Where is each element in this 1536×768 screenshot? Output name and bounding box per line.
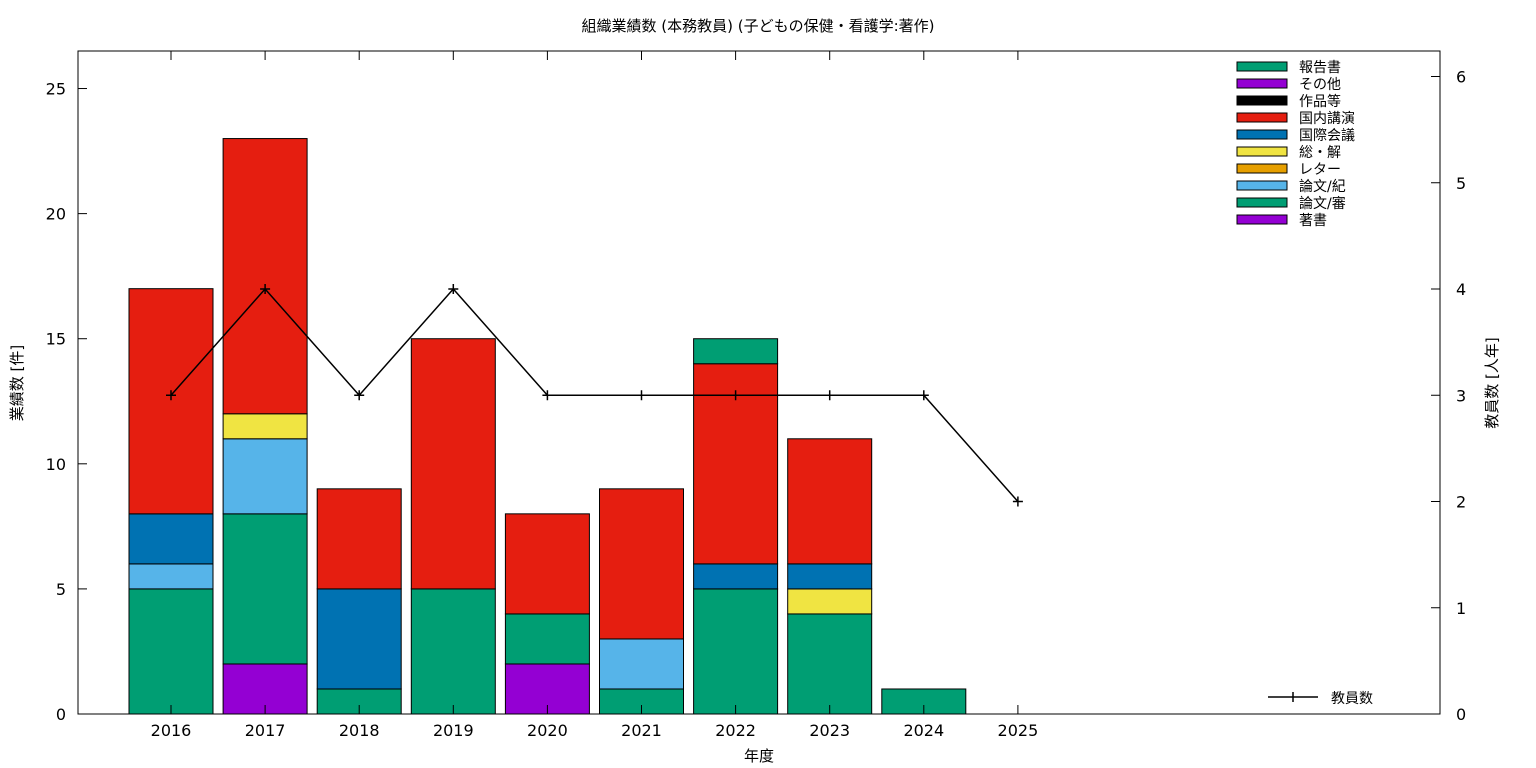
bar-2019-series-1 <box>410 588 496 715</box>
bar-2017-series-4 <box>222 413 308 440</box>
bar-2019-series-6 <box>410 338 496 590</box>
y2-tick-label-2: 2 <box>1456 493 1466 512</box>
y-tick-label-25: 25 <box>46 80 66 99</box>
bar-2021-series-6 <box>599 488 684 640</box>
bar-2016-series-2 <box>128 563 214 590</box>
line-point-2022 <box>730 390 741 401</box>
bar-2017-series-2 <box>222 438 308 515</box>
plot-frame <box>77 50 1441 715</box>
y2-tick-label-4: 4 <box>1456 280 1466 299</box>
line-series-teachers <box>170 287 1019 502</box>
legend-swatch-4 <box>1236 129 1288 140</box>
legend-label-6: レター <box>1299 162 1341 178</box>
bars-layer <box>128 138 967 715</box>
line-point-2016 <box>166 390 176 401</box>
line-point-2018 <box>354 390 365 401</box>
bar-2023-series-1 <box>787 613 873 715</box>
bar-2022-series-1 <box>693 588 779 715</box>
legend-label-3: 国内講演 <box>1299 111 1355 127</box>
y2-tick-label-1: 1 <box>1456 599 1466 618</box>
y2-axis-label: 教員数 [人年] <box>1483 337 1501 428</box>
bar-2022-series-9 <box>693 338 779 365</box>
x-tick-label-2025: 2025 <box>998 721 1039 740</box>
bar-2016-series-1 <box>128 588 214 715</box>
bar-2016-series-5 <box>128 513 214 565</box>
bar-2016-series-6 <box>128 288 214 515</box>
y-axis-label: 業績数 [件] <box>8 345 26 421</box>
y-tick-label-20: 20 <box>46 205 66 224</box>
legend-label-4: 国際会議 <box>1299 127 1355 144</box>
x-tick-label-2023: 2023 <box>809 721 850 740</box>
legend-swatch-8 <box>1236 197 1288 208</box>
legend-swatch-5 <box>1236 146 1288 157</box>
x-tick-label-2019: 2019 <box>433 721 474 740</box>
y-tick-label-0: 0 <box>56 705 66 724</box>
line-layer <box>166 284 1023 507</box>
y2-tick-label-5: 5 <box>1456 174 1466 193</box>
x-tick-label-2022: 2022 <box>715 721 756 740</box>
line-point-2025 <box>1012 496 1023 507</box>
bar-2017-series-6 <box>222 138 308 415</box>
legend-label-1: その他 <box>1299 77 1341 93</box>
legend-label-7: 論文/紀 <box>1299 179 1346 195</box>
y-tick-label-5: 5 <box>56 580 66 599</box>
legend-line-label: 教員数 <box>1331 691 1373 707</box>
bar-2018-series-6 <box>316 488 402 590</box>
bar-2020-series-6 <box>504 513 590 615</box>
bar-2020-series-1 <box>504 613 590 665</box>
y2-tick-label-0: 0 <box>1456 705 1466 724</box>
legend-swatch-7 <box>1236 180 1288 191</box>
line-point-2024 <box>918 390 929 401</box>
bar-2018-series-5 <box>316 588 402 690</box>
bar-2022-series-5 <box>693 563 779 590</box>
x-tick-label-2020: 2020 <box>527 721 568 740</box>
x-tick-label-2017: 2017 <box>245 721 286 740</box>
bar-2017-series-1 <box>222 513 308 665</box>
y2-tick-label-6: 6 <box>1456 68 1466 87</box>
legend-swatch-2 <box>1236 95 1288 106</box>
x-tick-label-2016: 2016 <box>151 721 192 740</box>
bar-2023-series-6 <box>787 438 873 565</box>
y-tick-label-15: 15 <box>46 330 66 349</box>
legend-label-2: 作品等 <box>1299 93 1341 110</box>
line-point-2017 <box>260 284 271 294</box>
y-tick-label-10: 10 <box>46 455 66 474</box>
legend-label-8: 論文/審 <box>1299 196 1346 212</box>
bar-2023-series-5 <box>787 563 873 590</box>
legend-swatch-6 <box>1236 163 1288 174</box>
x-tick-label-2018: 2018 <box>339 721 380 740</box>
chart-title: 組織業績数 (本務教員) (子どもの保健・看護学:著作) <box>581 17 934 35</box>
x-tick-label-2021: 2021 <box>621 721 662 740</box>
bar-2021-series-2 <box>599 638 684 690</box>
x-tick-label-2024: 2024 <box>903 721 944 740</box>
bar-2023-series-4 <box>787 588 873 615</box>
line-point-2023 <box>824 390 835 401</box>
legend-label-9: 著書 <box>1299 213 1327 229</box>
line-point-2019 <box>448 284 459 294</box>
x-axis-label: 年度 <box>744 747 774 765</box>
legend-swatch-3 <box>1236 112 1288 123</box>
y2-tick-label-3: 3 <box>1456 386 1466 405</box>
line-point-2021 <box>636 390 647 401</box>
legend-label-5: 総・解 <box>1299 145 1341 161</box>
legend-swatch-1 <box>1236 78 1288 89</box>
legend-label-0: 報告書 <box>1299 60 1341 76</box>
legend-swatch-0 <box>1236 61 1288 72</box>
line-point-2020 <box>542 390 553 401</box>
legend-swatch-9 <box>1236 214 1288 225</box>
